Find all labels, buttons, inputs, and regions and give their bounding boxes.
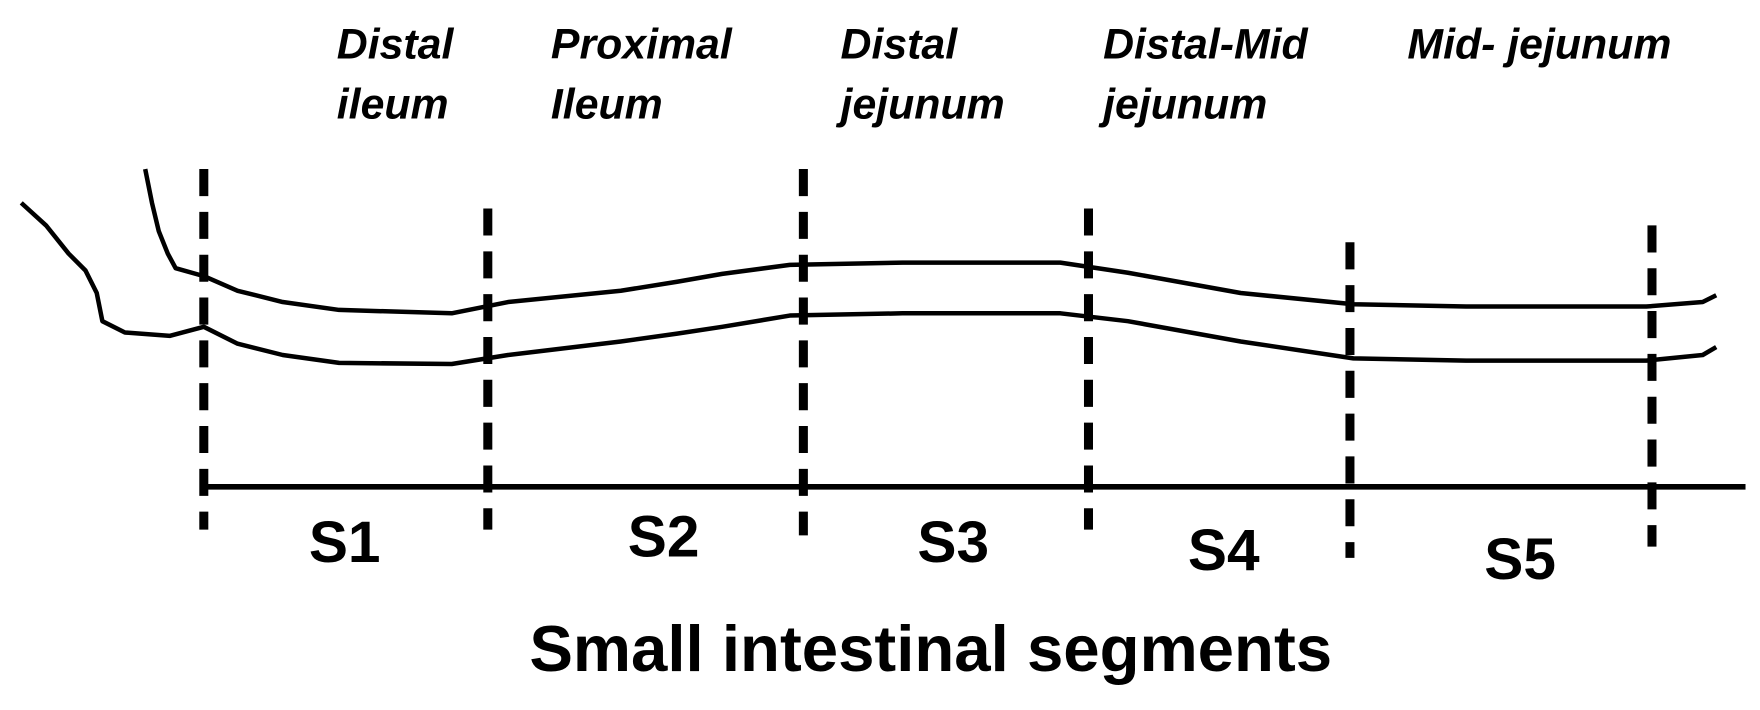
region-label: jejunum bbox=[836, 80, 1005, 128]
region-label: jejunum bbox=[1098, 80, 1267, 128]
segment-label: S2 bbox=[628, 504, 700, 569]
intestine-lower-wall bbox=[19, 201, 1718, 367]
segment-label: S4 bbox=[1188, 518, 1260, 583]
segment-label: S3 bbox=[917, 510, 989, 575]
region-label: Distal bbox=[841, 21, 959, 69]
region-label: Distal-Mid bbox=[1103, 21, 1308, 69]
region-label: Proximal bbox=[551, 21, 733, 69]
region-label: Ileum bbox=[551, 80, 663, 128]
region-label: Mid- jejunum bbox=[1407, 21, 1671, 69]
segment-label: S5 bbox=[1484, 527, 1556, 592]
region-label: ileum bbox=[337, 80, 449, 128]
segment-label: S1 bbox=[309, 510, 381, 575]
axis-title: Small intestinal segments bbox=[529, 612, 1332, 685]
intestine-upper-wall bbox=[142, 168, 1718, 316]
region-label: Distal bbox=[337, 21, 455, 69]
